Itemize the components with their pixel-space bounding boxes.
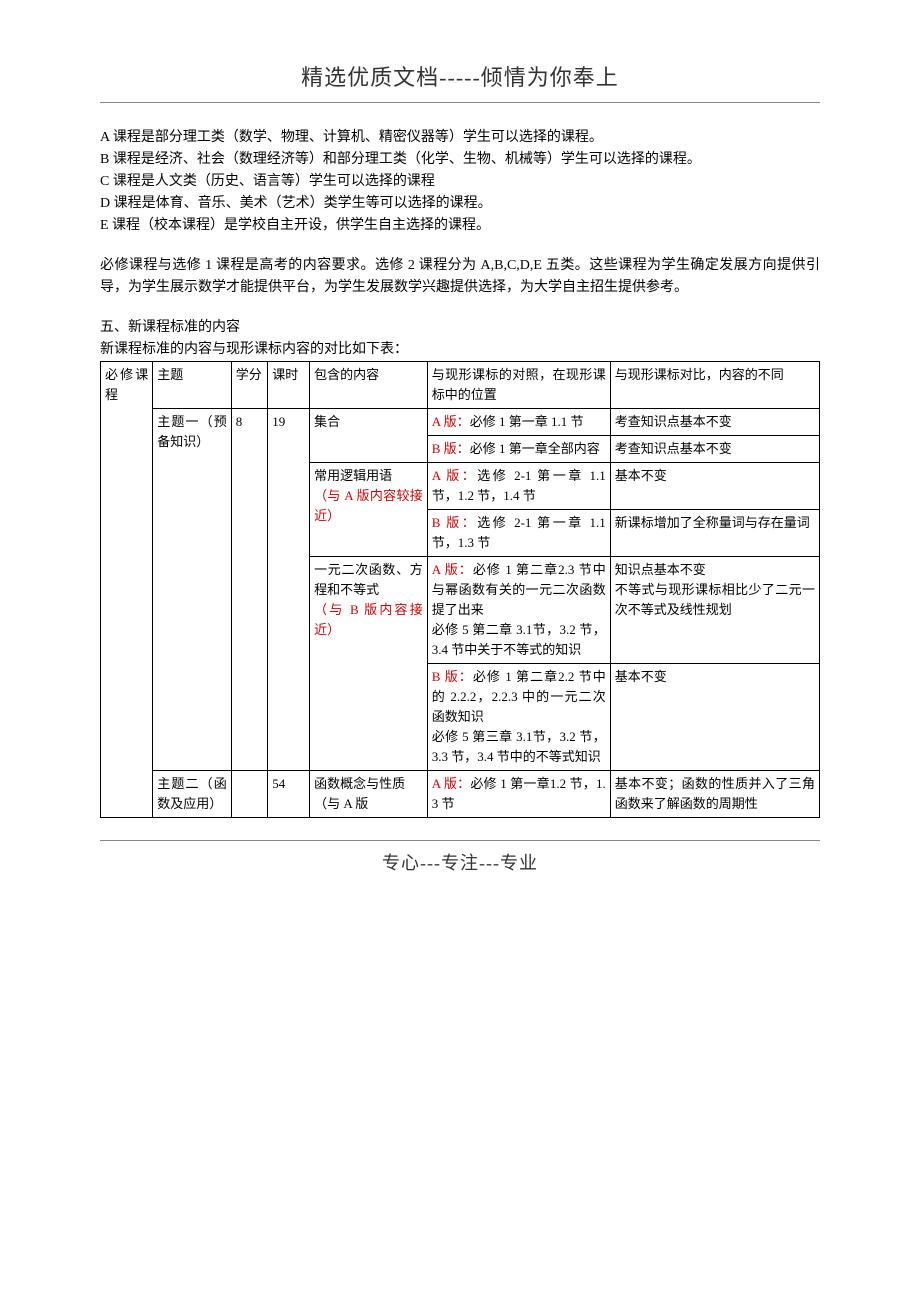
content-note: （与 B 版内容接近） bbox=[314, 602, 423, 637]
col-diff: 与现形课标对比，内容的不同 bbox=[610, 362, 819, 409]
col-hours: 课时 bbox=[268, 362, 310, 409]
diff-cell: 考查知识点基本不变 bbox=[610, 409, 819, 436]
diff-cell: 基本不变；函数的性质并入了三角函数来了解函数的周期性 bbox=[610, 771, 819, 818]
col-credit: 学分 bbox=[231, 362, 268, 409]
compare-cell: B 版：必修 1 第一章全部内容 bbox=[427, 436, 610, 463]
content-cell: 一元二次函数、方程和不等式 （与 B 版内容接近） bbox=[310, 557, 428, 771]
table-row: 主题二（函数及应用） 54 函数概念与性质 （与 A 版 A 版：必修 1 第一… bbox=[101, 771, 820, 818]
diff-cell: 基本不变 bbox=[610, 664, 819, 771]
intro-line-e: E 课程（校本课程）是学校自主开设，供学生自主选择的课程。 bbox=[100, 215, 820, 237]
version-b-label: B 版： bbox=[432, 441, 470, 456]
col-compare: 与现形课标的对照，在现形课标中的位置 bbox=[427, 362, 610, 409]
section-5-title: 五、新课程标准的内容 bbox=[100, 317, 820, 339]
diff-cell: 基本不变 bbox=[610, 463, 819, 510]
version-a-label: A 版： bbox=[432, 562, 473, 577]
compare-cell: A 版：必修 1 第二章2.3 节中与幂函数有关的一元二次函数提了出来 必修 5… bbox=[427, 557, 610, 664]
spacer bbox=[100, 237, 820, 255]
content-cell: 常用逻辑用语 （与 A 版内容较接近） bbox=[310, 463, 428, 557]
table-row: 主题一（预备知识） 8 19 集合 A 版：必修 1 第一章 1.1 节 考查知… bbox=[101, 409, 820, 436]
intro-line-d: D 课程是体育、音乐、美术（艺术）类学生等可以选择的课程。 bbox=[100, 193, 820, 215]
topic-2-name: 主题二（函数及应用） bbox=[153, 771, 231, 818]
diff-cell: 新课标增加了全称量词与存在量词 bbox=[610, 510, 819, 557]
compare-cell: A 版：必修 1 第一章1.2 节，1.3 节 bbox=[427, 771, 610, 818]
compare-text: 必修 1 第一章全部内容 bbox=[470, 441, 600, 456]
version-a-label: A 版： bbox=[432, 468, 478, 483]
spacer bbox=[100, 299, 820, 317]
comparison-table: 必修课程 主题 学分 课时 包含的内容 与现形课标的对照，在现形课标中的位置 与… bbox=[100, 361, 820, 818]
section-5-intro: 新课程标准的内容与现形课标内容的对比如下表： bbox=[100, 339, 820, 361]
summary-paragraph: 必修课程与选修 1 课程是高考的内容要求。选修 2 课程分为 A,B,C,D,E… bbox=[100, 255, 820, 299]
topic-1-name: 主题一（预备知识） bbox=[153, 409, 231, 771]
compare-text-2: 必修 5 第二章 3.1节，3.2 节，3.4 节中关于不等式的知识 bbox=[432, 622, 606, 657]
table-header-row: 必修课程 主题 学分 课时 包含的内容 与现形课标的对照，在现形课标中的位置 与… bbox=[101, 362, 820, 409]
compare-text: 必修 1 第一章 1.1 节 bbox=[470, 414, 584, 429]
document-page: 精选优质文档-----倾情为你奉上 A 课程是部分理工类（数学、物理、计算机、精… bbox=[0, 0, 920, 915]
topic-2-hours: 54 bbox=[268, 771, 310, 818]
page-header: 精选优质文档-----倾情为你奉上 bbox=[100, 60, 820, 103]
compare-text-2: 必修 5 第三章 3.1节，3.2 节，3.3 节，3.4 节中的不等式知识 bbox=[432, 729, 606, 764]
version-b-label: B 版： bbox=[432, 669, 473, 684]
content-line: 常用逻辑用语 bbox=[314, 468, 392, 483]
topic-1-credit: 8 bbox=[231, 409, 268, 771]
col-topic: 主题 bbox=[153, 362, 231, 409]
version-b-label: B 版： bbox=[432, 515, 478, 530]
content-cell: 集合 bbox=[310, 409, 428, 463]
content-line: 一元二次函数、方程和不等式 bbox=[314, 562, 423, 597]
content-line: 函数概念与性质 bbox=[314, 776, 405, 791]
col-content: 包含的内容 bbox=[310, 362, 428, 409]
page-footer: 专心---专注---专业 bbox=[100, 840, 820, 875]
diff-cell: 考查知识点基本不变 bbox=[610, 436, 819, 463]
version-a-label: A 版： bbox=[432, 414, 470, 429]
compare-cell: B 版：选修 2-1 第一章 1.1 节，1.3 节 bbox=[427, 510, 610, 557]
content-note: （与 A 版内容较接近） bbox=[314, 488, 423, 523]
compare-cell: A 版：必修 1 第一章 1.1 节 bbox=[427, 409, 610, 436]
intro-line-c: C 课程是人文类（历史、语言等）学生可以选择的课程 bbox=[100, 171, 820, 193]
content-cell: 函数概念与性质 （与 A 版 bbox=[310, 771, 428, 818]
content-note: （与 A 版 bbox=[314, 796, 368, 811]
version-a-label: A 版： bbox=[432, 776, 471, 791]
intro-line-b: B 课程是经济、社会（数理经济等）和部分理工类（化学、生物、机械等）学生可以选择… bbox=[100, 149, 820, 171]
topic-2-credit bbox=[231, 771, 268, 818]
compare-cell: B 版：必修 1 第二章2.2 节中的 2.2.2，2.2.3 中的一元二次函数… bbox=[427, 664, 610, 771]
compare-cell: A 版：选修 2-1 第一章 1.1 节，1.2 节，1.4 节 bbox=[427, 463, 610, 510]
topic-1-hours: 19 bbox=[268, 409, 310, 771]
intro-line-a: A 课程是部分理工类（数学、物理、计算机、精密仪器等）学生可以选择的课程。 bbox=[100, 127, 820, 149]
col-category: 必修课程 bbox=[101, 362, 153, 818]
diff-cell: 知识点基本不变 不等式与现形课标相比少了二元一次不等式及线性规划 bbox=[610, 557, 819, 664]
